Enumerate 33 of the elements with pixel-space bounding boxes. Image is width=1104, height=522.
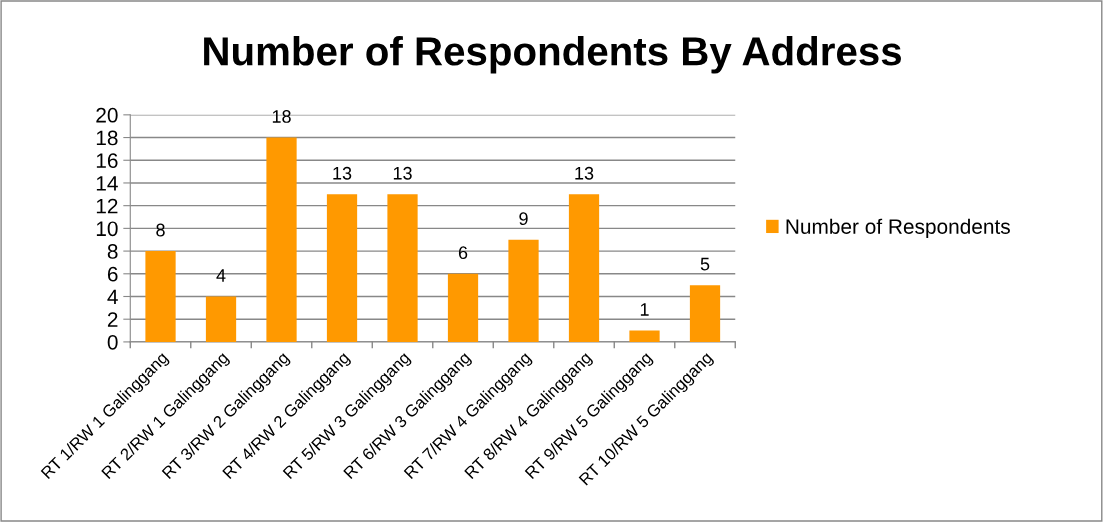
bar — [266, 137, 297, 342]
chart-title: Number of Respondents By Address — [204, 36, 901, 74]
data-label: 13 — [393, 166, 412, 180]
bar — [447, 273, 479, 342]
y-tick-label: 10 — [96, 221, 118, 237]
bar — [689, 285, 721, 342]
data-label: 8 — [156, 223, 165, 237]
legend-label: Number of Respondents — [786, 218, 1010, 239]
y-tick-label: 14 — [96, 176, 118, 191]
data-label: 13 — [333, 166, 352, 180]
data-label: 5 — [700, 257, 710, 271]
bar — [508, 239, 539, 342]
bar — [205, 296, 237, 342]
data-label: 1 — [640, 303, 649, 316]
y-tick-label: 8 — [107, 244, 118, 259]
bar — [629, 330, 660, 342]
data-label: 13 — [575, 166, 594, 180]
y-tick-label: 0 — [107, 334, 118, 350]
data-label: 6 — [458, 246, 468, 260]
data-label: 4 — [216, 269, 226, 282]
bar — [145, 251, 176, 342]
y-tick-label: 16 — [96, 153, 118, 169]
y-tick-label: 18 — [96, 130, 118, 146]
y-tick-label: 4 — [107, 289, 118, 305]
data-label: 9 — [519, 212, 528, 226]
y-tick-label: 12 — [96, 198, 118, 214]
y-tick-label: 6 — [107, 266, 118, 282]
bar — [326, 194, 358, 342]
bar — [568, 194, 600, 342]
data-label: 18 — [272, 110, 291, 123]
bar — [387, 194, 418, 342]
y-tick-label: 20 — [96, 107, 118, 123]
y-tick-label: 2 — [107, 312, 118, 327]
